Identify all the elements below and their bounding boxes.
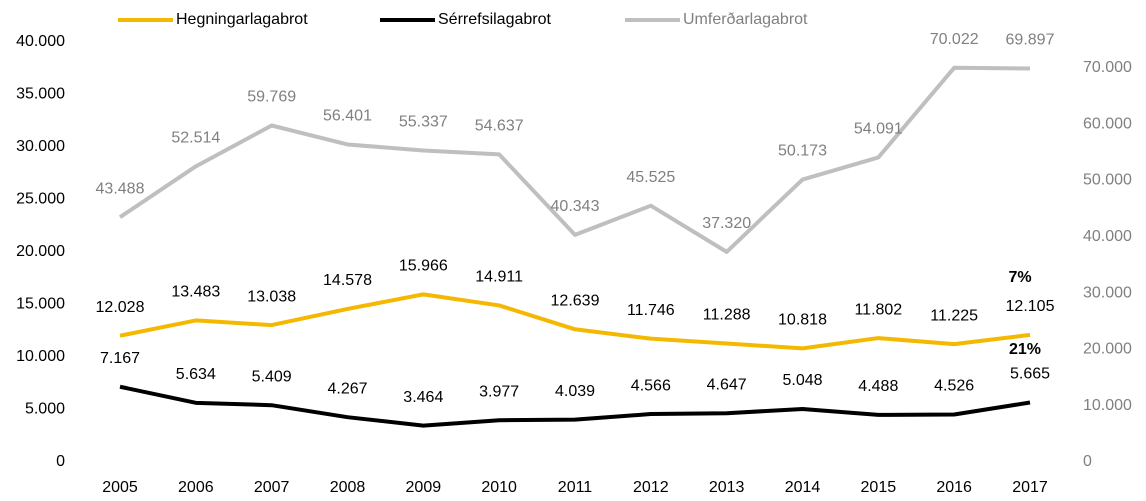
- x-tick-label: 2006: [178, 479, 214, 496]
- x-tick-label: 2017: [1012, 479, 1048, 496]
- y-tick-label: 30.000: [16, 138, 65, 155]
- series-line: [118, 65, 1031, 254]
- data-label: 3.464: [403, 389, 443, 406]
- y2-tick-label: 50.000: [1083, 172, 1132, 189]
- y2-tick-label: 40.000: [1083, 228, 1132, 245]
- data-label: 4.566: [631, 377, 671, 394]
- x-tick-label: 2013: [709, 479, 745, 496]
- x-tick-label: 2005: [102, 479, 138, 496]
- series-line: [119, 384, 1031, 428]
- y-tick-label: 20.000: [16, 243, 65, 260]
- annotation: 21%: [1009, 341, 1041, 358]
- data-label: 70.022: [930, 31, 979, 48]
- data-label: 4.039: [555, 383, 595, 400]
- y-tick-label: 25.000: [16, 191, 65, 208]
- data-label: 5.634: [176, 366, 216, 383]
- x-tick-label: 2010: [481, 479, 517, 496]
- data-label: 14.578: [323, 272, 372, 289]
- data-label: 14.911: [475, 269, 523, 286]
- x-tick-label: 2012: [633, 479, 669, 496]
- x-tick-label: 2011: [558, 479, 593, 496]
- x-tick-label: 2016: [936, 479, 972, 496]
- x-tick-label: 2009: [406, 479, 442, 496]
- y-tick-label: 35.000: [16, 86, 65, 103]
- y-tick-label: 40.000: [16, 33, 65, 50]
- y2-tick-label: 70.000: [1083, 59, 1132, 76]
- data-label: 59.769: [247, 89, 296, 106]
- data-label: 54.091: [854, 121, 903, 138]
- data-label: 5.048: [782, 372, 822, 389]
- data-label: 15.966: [399, 258, 448, 275]
- data-label: 69.897: [1006, 32, 1055, 49]
- y2-tick-label: 60.000: [1083, 115, 1132, 132]
- data-label: 5.409: [252, 368, 292, 385]
- data-label: 4.647: [707, 376, 747, 393]
- x-tick-label: 2015: [861, 479, 897, 496]
- data-label: 11.225: [930, 307, 978, 324]
- data-label: 56.401: [323, 108, 372, 125]
- data-label: 4.526: [934, 378, 974, 395]
- data-label: 37.320: [702, 215, 751, 232]
- data-label: 13.038: [247, 288, 296, 305]
- data-label: 55.337: [399, 114, 448, 131]
- y-tick-label: 10.000: [16, 348, 65, 365]
- data-label: 3.977: [479, 383, 519, 400]
- data-label: 11.288: [703, 307, 751, 324]
- y2-tick-label: 10.000: [1083, 397, 1132, 414]
- data-label: 10.818: [778, 312, 827, 329]
- legend-label: Sérrefsilagabrot: [438, 11, 552, 28]
- y-tick-label: 15.000: [16, 296, 65, 313]
- data-label: 52.514: [171, 130, 220, 147]
- x-tick-label: 2007: [254, 479, 290, 496]
- annotation: 7%: [1008, 269, 1031, 286]
- data-label: 7.167: [100, 350, 140, 367]
- data-label: 13.483: [171, 284, 220, 301]
- y2-tick-label: 30.000: [1083, 284, 1132, 301]
- data-label: 12.105: [1006, 298, 1055, 315]
- data-label: 4.267: [327, 380, 367, 397]
- data-label: 50.173: [778, 143, 827, 160]
- data-label: 43.488: [96, 180, 145, 197]
- data-label: 11.746: [627, 302, 675, 319]
- y2-tick-label: 0: [1083, 453, 1092, 470]
- data-label: 11.802: [854, 301, 902, 318]
- data-label: 5.665: [1010, 366, 1050, 383]
- data-label: 4.488: [858, 378, 898, 395]
- y-tick-label: 5.000: [25, 401, 65, 418]
- data-label: 40.343: [551, 198, 600, 215]
- data-label: 45.525: [626, 169, 675, 186]
- x-tick-label: 2014: [785, 479, 821, 496]
- data-label: 54.637: [475, 118, 524, 135]
- legend-label: Hegningarlagabrot: [176, 11, 308, 28]
- series-line: [119, 292, 1031, 351]
- x-tick-label: 2008: [330, 479, 366, 496]
- data-label: 12.028: [96, 299, 145, 316]
- y2-tick-label: 20.000: [1083, 341, 1132, 358]
- legend-label: Umferðarlagabrot: [683, 11, 808, 28]
- y-tick-label: 0: [56, 453, 65, 470]
- data-label: 12.639: [551, 293, 600, 310]
